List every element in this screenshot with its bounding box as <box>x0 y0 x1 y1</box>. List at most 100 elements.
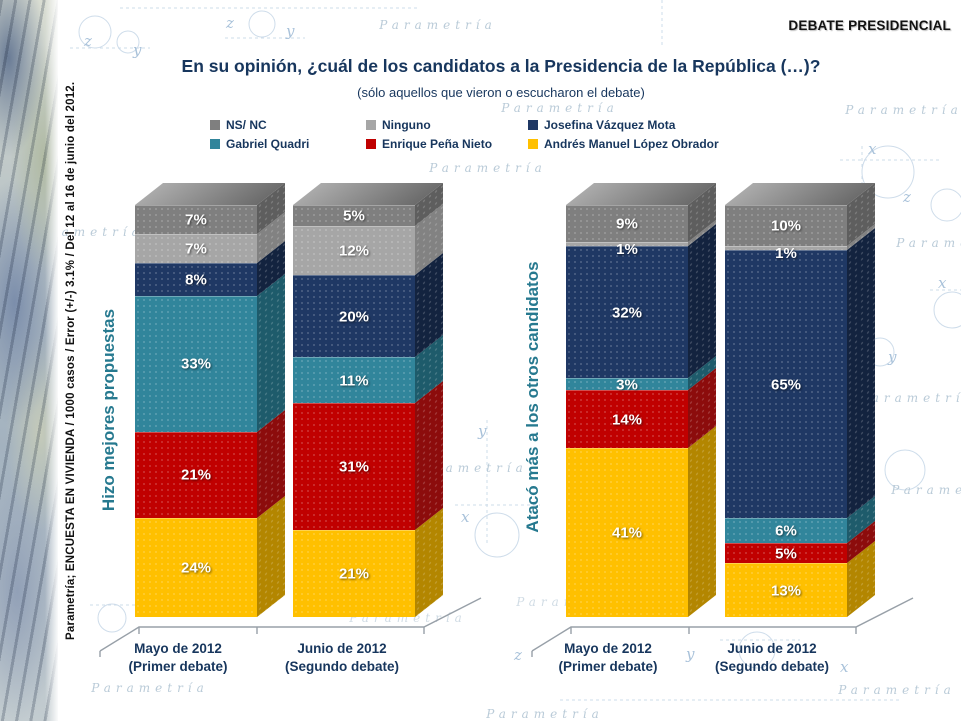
bar-segment: 41% <box>566 448 688 617</box>
bar-segment: 5% <box>293 205 415 226</box>
bar-segment: 11% <box>293 357 415 403</box>
segment-value-label: 3% <box>616 376 638 394</box>
bar-segment: 31% <box>293 402 415 531</box>
bar-segment: 24% <box>135 518 257 617</box>
category-label: Junio de 2012 (Segundo debate) <box>247 640 437 675</box>
segment-value-label: 32% <box>611 304 643 322</box>
bar-segment: 5% <box>725 542 847 564</box>
bar-front-face: 21% 31% 11% 20% 12% 5% <box>293 205 415 617</box>
bar-side-face <box>257 183 285 617</box>
segment-value-label: 21% <box>338 565 370 583</box>
category-line: Mayo de 2012 <box>134 641 222 656</box>
segment-value-label: 20% <box>338 308 370 326</box>
legend-swatch <box>528 120 538 130</box>
decor-letter-y-icon: y <box>285 22 295 40</box>
bar-side-face <box>688 183 716 617</box>
segment-value-label: 24% <box>180 559 212 577</box>
stacked-bar: 13% 5% 6% 65% 1% 10% <box>725 183 875 617</box>
page-subtitle: (sólo aquellos que vieron o escucharon e… <box>357 85 645 100</box>
bar-segment-side <box>688 224 716 379</box>
segment-value-label: 13% <box>770 582 802 600</box>
segment-value-label: 41% <box>611 524 643 542</box>
watermark-text: Parametría <box>501 101 619 115</box>
legend-item: Enrique Peña Nieto <box>366 137 528 151</box>
category-line: (Segundo debate) <box>285 658 399 674</box>
bar-segment: 6% <box>725 518 847 543</box>
bar-segment: 14% <box>566 390 688 449</box>
decor-letter-x-icon: x <box>840 658 849 676</box>
bar-segment: 13% <box>725 563 847 617</box>
category-line: (Segundo debate) <box>715 658 829 674</box>
category-label: Junio de 2012 (Segundo debate) <box>677 640 867 675</box>
segment-value-label: 7% <box>185 211 207 229</box>
segment-value-label: 10% <box>770 217 802 235</box>
decor-letter-x-icon: x <box>938 274 947 292</box>
decor-letter-z-icon: z <box>902 188 911 206</box>
legend-swatch <box>210 139 220 149</box>
bar-segment: 3% <box>566 376 688 394</box>
legend-item-label: Ninguno <box>382 118 431 132</box>
legend-item-label: NS/ NC <box>226 118 267 132</box>
category-line: (Primer debate) <box>558 658 658 674</box>
segment-value-label: 7% <box>185 240 207 258</box>
category-line: Mayo de 2012 <box>564 641 652 656</box>
bar-segment: 21% <box>293 530 415 617</box>
bar-segment: 12% <box>293 225 415 276</box>
decor-letter-z-icon: z <box>83 32 92 50</box>
segment-value-label: 5% <box>775 545 797 563</box>
bar-segment: 20% <box>293 275 415 358</box>
bar-side-face <box>847 183 875 617</box>
watermark-text: Parametría <box>429 161 547 175</box>
page-title: En su opinión, ¿cuál de los candidatos a… <box>181 56 821 76</box>
stacked-bar: 24% 21% 33% 8% 7% 7% <box>135 183 285 617</box>
bar-segment-side <box>688 426 716 617</box>
decor-letter-z-icon: z <box>513 646 522 664</box>
bar-front-face: 13% 5% 6% 65% 1% 10% <box>725 205 847 617</box>
bar-segment: 8% <box>135 262 257 296</box>
segment-value-label: 33% <box>180 355 212 373</box>
bar-side-face <box>415 183 443 617</box>
bar-segment: 10% <box>725 205 847 247</box>
watermark-text: Parametría <box>896 236 961 250</box>
decor-letter-x-icon: x <box>868 140 877 158</box>
stacked-bar: 21% 31% 11% 20% 12% 5% <box>293 183 443 617</box>
watermark-text: Parametría <box>486 707 604 721</box>
segment-value-label: 6% <box>775 522 797 540</box>
watermark-text: Parametría <box>91 681 209 695</box>
bar-segment-side <box>257 273 285 432</box>
legend-item: NS/ NC <box>210 118 366 132</box>
bar-segment: 32% <box>566 246 688 379</box>
bar-segment: 7% <box>135 233 257 263</box>
segment-value-label: 12% <box>338 242 370 260</box>
decor-letter-z-icon: z <box>225 14 234 32</box>
bar-segment: 65% <box>725 250 847 519</box>
stacked-bar: 41% 14% 3% 32% 1% 9% <box>566 183 716 617</box>
bar-segment: 1% <box>566 242 688 257</box>
axis-title-left-chart: Hizo mejores propuestas <box>99 308 118 512</box>
segment-value-label: 65% <box>770 376 802 394</box>
watermark-text: Parametría <box>859 391 961 405</box>
bar-segment: 21% <box>135 431 257 519</box>
category-label: Mayo de 2012 (Primer debate) <box>513 640 703 675</box>
legend: NS/ NC Ninguno Josefina Vázquez Mota Gab… <box>210 118 810 151</box>
bar-segment: 33% <box>135 295 257 432</box>
segment-value-label: 8% <box>185 271 207 289</box>
segment-value-label: 14% <box>611 411 643 429</box>
decor-letter-y-icon: y <box>477 422 487 440</box>
segment-value-label: 31% <box>338 458 370 476</box>
decor-letter-y-icon: y <box>132 41 142 59</box>
decor-letter-y-icon: y <box>685 645 695 663</box>
bar-segment: 1% <box>725 246 847 261</box>
legend-item-label: Josefina Vázquez Mota <box>544 118 676 132</box>
source-note: Parametría; ENCUESTA EN VIVIENDA / 1000 … <box>65 81 77 640</box>
watermark-text: Parametría <box>379 18 497 32</box>
decor-letter-x-icon: x <box>461 508 470 526</box>
axis-title-right-chart: Atacó más a los otros candidatos <box>523 261 542 533</box>
left-artwork-strip <box>0 0 59 721</box>
segment-value-label: 5% <box>343 207 365 225</box>
legend-swatch <box>210 120 220 130</box>
legend-swatch <box>528 139 538 149</box>
segment-value-label: 9% <box>616 215 638 233</box>
